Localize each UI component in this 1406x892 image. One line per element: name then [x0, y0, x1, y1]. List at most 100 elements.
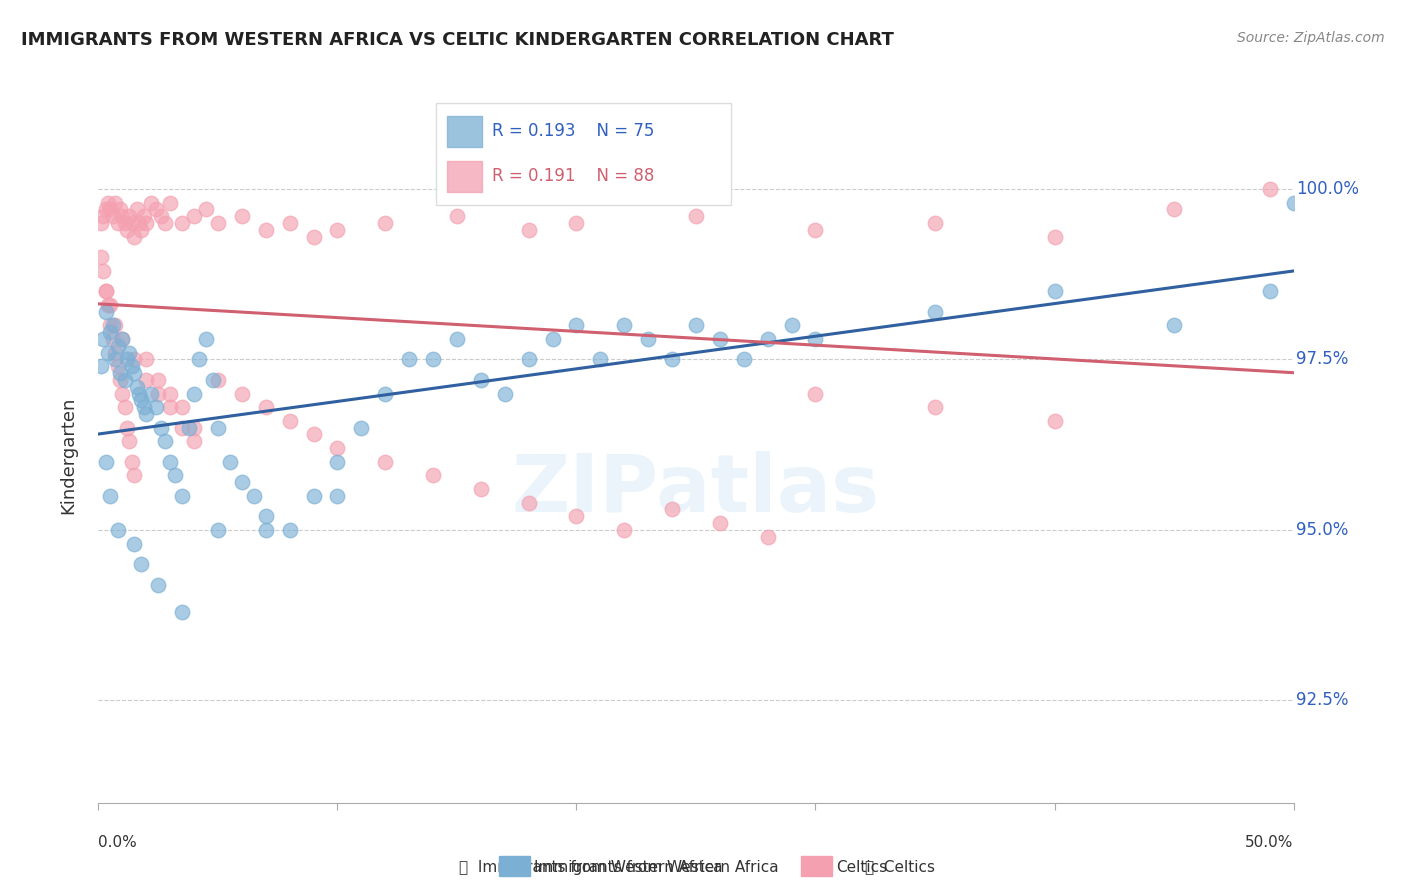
Point: [145, 202, 167, 217]
Point: [124, 352, 146, 367]
Point: [94, 202, 117, 217]
Point: [121, 455, 143, 469]
Point: [231, 475, 253, 490]
Point: [114, 400, 136, 414]
Text: Immigrants from Western Africa: Immigrants from Western Africa: [534, 860, 779, 874]
Point: [111, 332, 134, 346]
Point: [589, 352, 612, 367]
Point: [115, 352, 138, 367]
Point: [183, 386, 205, 401]
Point: [254, 223, 277, 237]
Point: [121, 359, 143, 374]
Point: [124, 229, 146, 244]
Point: [517, 496, 540, 510]
Point: [114, 373, 136, 387]
Point: [135, 407, 157, 421]
Point: [172, 420, 194, 434]
Point: [148, 577, 170, 591]
Point: [278, 216, 301, 230]
Point: [111, 209, 134, 223]
Point: [804, 332, 827, 346]
Point: [179, 420, 201, 434]
Point: [613, 523, 636, 537]
Point: [90, 250, 112, 264]
Point: [107, 359, 129, 374]
Point: [470, 482, 492, 496]
Point: [183, 420, 205, 434]
Point: [118, 434, 141, 449]
Point: [90, 359, 112, 374]
Point: [101, 332, 124, 346]
Point: [131, 557, 153, 571]
Point: [94, 455, 117, 469]
Point: [565, 318, 588, 333]
Point: [108, 366, 131, 380]
Point: [254, 509, 277, 524]
Point: [231, 209, 253, 223]
Point: [207, 216, 229, 230]
Point: [207, 373, 229, 387]
Point: [733, 352, 755, 367]
Point: [613, 318, 636, 333]
Point: [91, 264, 114, 278]
Point: [98, 489, 122, 503]
Point: [350, 420, 373, 434]
Point: [132, 400, 155, 414]
Point: [145, 400, 167, 414]
Point: [1163, 202, 1185, 217]
Point: [194, 202, 217, 217]
Point: [326, 223, 349, 237]
Text: R = 0.191    N = 88: R = 0.191 N = 88: [492, 167, 654, 185]
Point: [125, 202, 148, 217]
Point: [149, 420, 172, 434]
Point: [924, 216, 946, 230]
Point: [172, 216, 194, 230]
Point: [278, 523, 301, 537]
Point: [159, 400, 181, 414]
Point: [149, 209, 172, 223]
Point: [111, 386, 134, 401]
Point: [104, 318, 127, 333]
Point: [302, 427, 325, 442]
Point: [108, 202, 131, 217]
Point: [661, 352, 683, 367]
Point: [374, 386, 396, 401]
Text: 92.5%: 92.5%: [1296, 691, 1348, 709]
Point: [1258, 284, 1281, 298]
Point: [125, 380, 148, 394]
Point: [924, 400, 946, 414]
Text: IMMIGRANTS FROM WESTERN AFRICA VS CELTIC KINDERGARTEN CORRELATION CHART: IMMIGRANTS FROM WESTERN AFRICA VS CELTIC…: [21, 31, 894, 49]
Point: [302, 489, 325, 503]
Point: [135, 373, 157, 387]
Point: [91, 332, 114, 346]
Point: [374, 216, 396, 230]
Point: [187, 352, 209, 367]
Point: [139, 386, 162, 401]
Point: [446, 209, 468, 223]
Point: [685, 318, 707, 333]
Point: [780, 318, 803, 333]
Point: [207, 523, 229, 537]
Point: [565, 509, 588, 524]
Point: [121, 216, 143, 230]
Point: [374, 455, 396, 469]
Point: [494, 386, 516, 401]
Point: [1043, 284, 1066, 298]
Point: [148, 386, 170, 401]
Point: [1258, 182, 1281, 196]
Y-axis label: Kindergarten: Kindergarten: [59, 396, 77, 514]
Point: [183, 434, 205, 449]
Point: [756, 530, 779, 544]
Point: [254, 523, 277, 537]
Point: [804, 386, 827, 401]
Text: ⬜  Immigrants from Western Africa: ⬜ Immigrants from Western Africa: [458, 860, 723, 874]
Point: [98, 202, 122, 217]
Point: [172, 400, 194, 414]
Point: [104, 345, 127, 359]
Point: [924, 304, 946, 318]
Point: [159, 386, 181, 401]
Point: [517, 223, 540, 237]
Text: ZIPatlas: ZIPatlas: [512, 450, 880, 529]
Text: Celtics: Celtics: [837, 860, 887, 874]
Point: [326, 455, 349, 469]
